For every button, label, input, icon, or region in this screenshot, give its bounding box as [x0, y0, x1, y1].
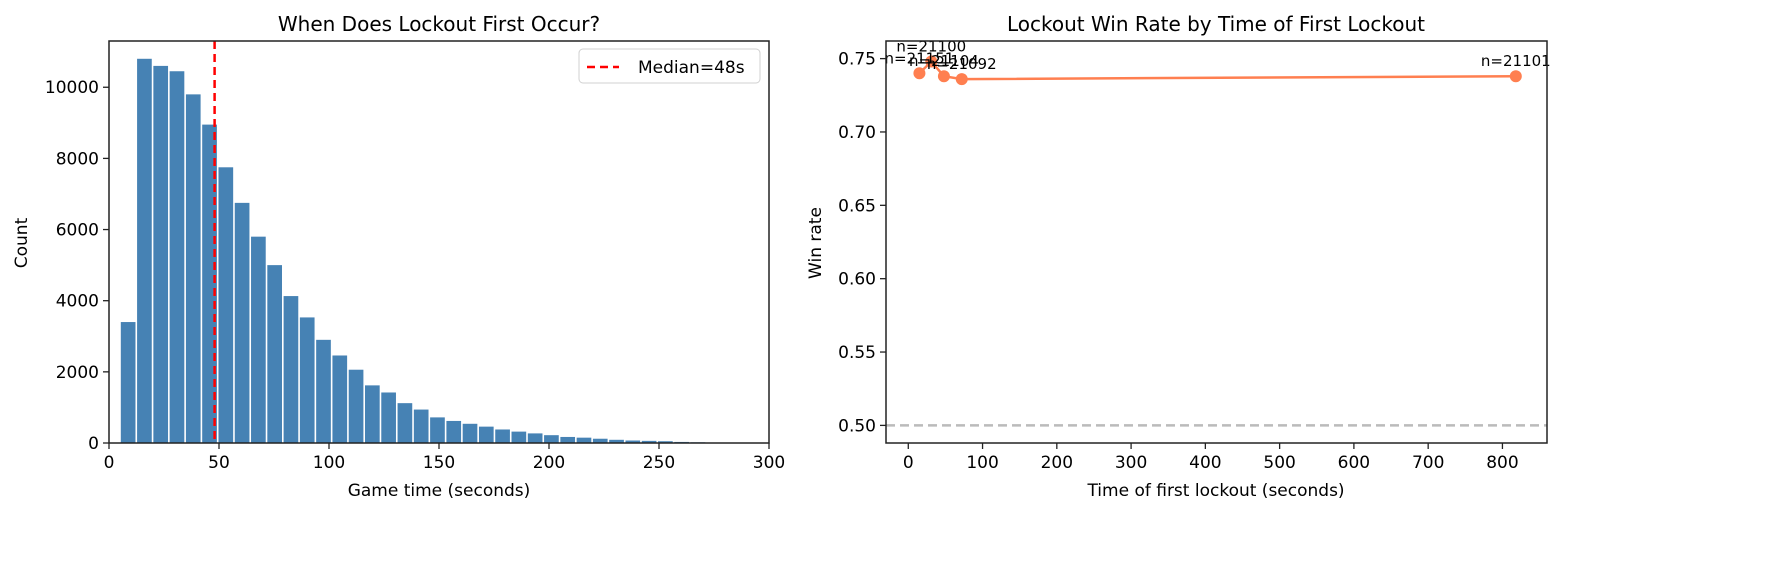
- histogram-bar: [332, 355, 348, 443]
- histogram-bar: [153, 65, 169, 444]
- histogram-bar: [609, 439, 624, 443]
- histogram-bar: [544, 435, 559, 443]
- histogram-bar: [137, 58, 152, 444]
- x-tick-label: 600: [1338, 453, 1370, 473]
- histogram-bar: [185, 94, 201, 444]
- sample-size-label: n=21100: [896, 38, 966, 56]
- y-tick-label: 0.70: [838, 123, 876, 143]
- histogram-bar: [299, 317, 315, 443]
- histogram-x-ticks: 0 50 100 150 200 250 300: [104, 443, 785, 473]
- histogram-bar: [462, 423, 478, 443]
- histogram-bar: [641, 440, 657, 443]
- y-tick-label: 0.75: [838, 50, 876, 70]
- y-tick-label: 4000: [56, 292, 99, 312]
- histogram-bar: [397, 403, 413, 443]
- histogram-bar: [169, 71, 185, 443]
- y-tick-label: 0.65: [838, 196, 876, 216]
- sample-size-label: n=21104: [909, 52, 979, 70]
- histogram-bar: [446, 420, 462, 443]
- y-tick-label: 6000: [56, 221, 99, 241]
- histogram-bar: [658, 441, 673, 443]
- data-point-marker: [913, 67, 926, 80]
- y-tick-label: 10000: [45, 78, 99, 98]
- histogram-bar: [365, 385, 380, 443]
- x-tick-label: 400: [1189, 453, 1221, 473]
- data-point-marker: [1509, 70, 1522, 83]
- histogram-bar: [560, 436, 576, 443]
- winrate-y-label: Win rate: [806, 207, 826, 279]
- legend-box: [578, 48, 761, 84]
- legend: Median=48s: [578, 48, 761, 84]
- histogram-bar: [381, 392, 396, 443]
- sample-size-label: n=21151: [885, 49, 955, 67]
- histogram-bar: [413, 409, 429, 443]
- histogram-bar: [625, 440, 641, 443]
- x-tick-label: 250: [643, 453, 675, 473]
- histogram-bar: [527, 433, 543, 443]
- x-tick-label: 200: [533, 453, 565, 473]
- winrate-axes-frame: [885, 40, 1548, 444]
- data-point-marker: [937, 70, 950, 83]
- histogram-bar: [283, 296, 299, 443]
- histogram-bar: [218, 167, 234, 443]
- winrate-title: Lockout Win Rate by Time of First Lockou…: [1007, 12, 1425, 36]
- x-tick-label: 150: [423, 453, 455, 473]
- histogram-bar: [592, 438, 608, 443]
- data-point-marker: [925, 55, 938, 68]
- histogram-bar: [234, 202, 250, 443]
- x-tick-label: 50: [208, 453, 230, 473]
- histogram-bar: [511, 431, 527, 443]
- y-tick-label: 0: [88, 434, 99, 454]
- histogram-bar: [478, 426, 494, 443]
- y-tick-label: 0.55: [838, 343, 876, 363]
- sample-size-label: n=21101: [1481, 52, 1551, 70]
- y-tick-label: 8000: [56, 149, 99, 169]
- histogram-bar: [202, 124, 217, 443]
- x-tick-label: 100: [313, 453, 345, 473]
- x-tick-label: 0: [104, 453, 115, 473]
- histogram-bar: [267, 265, 282, 443]
- winrate-x-label: Time of first lockout (seconds): [1086, 481, 1344, 501]
- winrate-x-ticks: 0 100 200 300 400 500 600 700 800: [903, 443, 1519, 473]
- y-tick-label: 0.60: [838, 270, 876, 290]
- winrate-panel: Lockout Win Rate by Time of First Lockou…: [806, 12, 1551, 501]
- x-tick-label: 300: [753, 453, 785, 473]
- histogram-y-label: Count: [12, 217, 32, 268]
- x-tick-label: 0: [903, 453, 914, 473]
- histogram-x-label: Game time (seconds): [348, 481, 531, 501]
- histogram-bar: [316, 339, 331, 443]
- histogram-bar: [430, 417, 445, 443]
- data-point-marker: [955, 73, 968, 86]
- histogram-panel: When Does Lockout First Occur? 0 50 100 150…: [12, 12, 785, 501]
- winrate-points: [913, 55, 1522, 86]
- x-tick-label: 300: [1115, 453, 1147, 473]
- sample-size-label: n=21092: [927, 55, 997, 73]
- histogram-bar: [348, 369, 364, 443]
- histogram-bar: [120, 322, 136, 443]
- y-tick-label: 0.50: [838, 416, 876, 436]
- x-tick-label: 800: [1486, 453, 1518, 473]
- legend-label: Median=48s: [638, 58, 745, 78]
- histogram-title: When Does Lockout First Occur?: [278, 12, 600, 36]
- histogram-bar: [495, 429, 510, 443]
- winrate-y-ticks: 0.50 0.55 0.60 0.65 0.70 0.75: [838, 50, 886, 436]
- x-tick-label: 200: [1041, 453, 1073, 473]
- histogram-bars: [120, 58, 706, 444]
- histogram-y-ticks: 0 2000 4000 6000 8000 10000: [45, 78, 109, 454]
- x-tick-label: 100: [966, 453, 998, 473]
- histogram-bar: [251, 236, 266, 443]
- x-tick-label: 500: [1263, 453, 1295, 473]
- winrate-line: [918, 59, 1516, 81]
- histogram-bar: [576, 437, 592, 443]
- x-tick-label: 700: [1412, 453, 1444, 473]
- y-tick-label: 2000: [56, 363, 99, 383]
